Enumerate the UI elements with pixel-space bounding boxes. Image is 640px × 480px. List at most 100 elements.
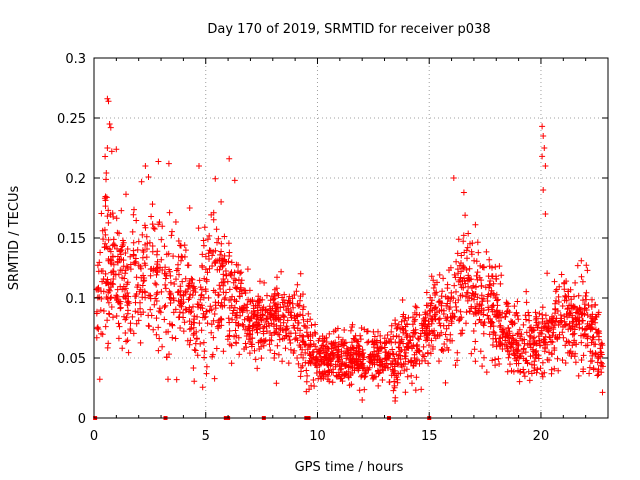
data-point xyxy=(177,283,184,290)
data-point xyxy=(110,253,116,260)
data-point xyxy=(291,312,298,319)
data-point xyxy=(568,296,575,303)
data-point xyxy=(250,302,257,309)
data-point xyxy=(511,303,518,310)
data-point xyxy=(138,274,145,281)
data-point xyxy=(206,232,213,239)
data-point xyxy=(419,352,426,358)
data-point xyxy=(241,287,248,294)
data-point xyxy=(478,305,485,312)
data-point xyxy=(463,309,470,316)
data-point xyxy=(398,318,405,325)
data-point xyxy=(483,369,490,376)
data-point xyxy=(154,261,161,268)
data-point xyxy=(186,326,193,333)
data-point xyxy=(460,189,467,196)
data-point xyxy=(123,338,130,345)
data-point xyxy=(105,289,112,296)
data-point xyxy=(96,259,103,266)
data-point xyxy=(254,365,261,372)
data-point xyxy=(262,337,269,344)
data-point xyxy=(590,365,597,372)
data-point xyxy=(495,355,502,362)
data-point xyxy=(275,292,282,299)
data-point xyxy=(259,312,266,319)
data-point xyxy=(572,315,579,322)
data-point xyxy=(591,341,597,348)
data-point xyxy=(204,320,211,327)
data-point xyxy=(235,262,242,268)
data-point xyxy=(124,302,131,309)
data-point xyxy=(221,296,228,303)
data-point xyxy=(235,320,242,327)
data-point xyxy=(465,272,472,279)
data-point xyxy=(97,249,104,256)
data-point xyxy=(187,291,194,298)
data-point xyxy=(267,314,274,321)
data-point xyxy=(548,339,555,346)
data-point xyxy=(305,310,312,317)
data-point xyxy=(210,209,217,216)
data-point xyxy=(217,251,224,258)
data-point xyxy=(324,361,331,368)
data-point xyxy=(555,367,562,374)
data-point xyxy=(153,331,160,338)
data-point xyxy=(560,323,566,330)
data-point xyxy=(493,273,499,280)
data-point xyxy=(202,253,209,260)
data-point xyxy=(127,266,134,273)
data-point xyxy=(492,356,499,363)
data-point xyxy=(162,275,169,282)
data-point xyxy=(423,337,429,344)
data-point xyxy=(98,295,105,302)
data-point xyxy=(554,335,561,341)
data-point xyxy=(471,346,478,353)
data-point xyxy=(252,356,259,363)
data-point xyxy=(397,352,404,359)
data-point xyxy=(516,326,523,333)
data-point xyxy=(251,347,258,354)
data-point xyxy=(163,272,170,279)
data-point xyxy=(238,305,245,312)
data-point xyxy=(194,352,201,359)
data-point xyxy=(235,268,241,275)
data-point xyxy=(548,366,555,373)
y-tick-label: 0.05 xyxy=(57,352,86,367)
data-point xyxy=(321,354,328,361)
data-point xyxy=(162,302,169,309)
x-tick-label: 10 xyxy=(309,429,326,444)
data-point xyxy=(578,339,585,346)
data-point xyxy=(273,285,280,292)
data-point xyxy=(496,318,502,324)
data-point xyxy=(468,303,475,310)
x-tick-label: 20 xyxy=(533,429,550,444)
data-point xyxy=(575,292,582,299)
data-point xyxy=(397,370,404,377)
data-point xyxy=(261,338,268,345)
data-point xyxy=(290,304,297,311)
data-point xyxy=(243,344,250,351)
data-point xyxy=(455,236,462,243)
data-point xyxy=(104,145,111,151)
data-point xyxy=(520,345,527,352)
data-point xyxy=(124,246,131,252)
data-point xyxy=(391,384,398,391)
data-point xyxy=(490,302,497,309)
data-point xyxy=(249,335,255,342)
data-point xyxy=(108,304,115,310)
data-point xyxy=(356,387,363,394)
data-point xyxy=(189,292,196,299)
data-point xyxy=(215,299,222,306)
data-point xyxy=(197,304,204,311)
data-point xyxy=(145,312,152,319)
data-point xyxy=(467,240,473,247)
data-point xyxy=(218,322,225,329)
data-point xyxy=(589,296,595,303)
data-point xyxy=(99,278,106,285)
data-point xyxy=(508,344,515,351)
data-point xyxy=(430,285,437,291)
data-point xyxy=(278,268,285,275)
data-point xyxy=(159,223,166,230)
data-point xyxy=(333,372,340,379)
